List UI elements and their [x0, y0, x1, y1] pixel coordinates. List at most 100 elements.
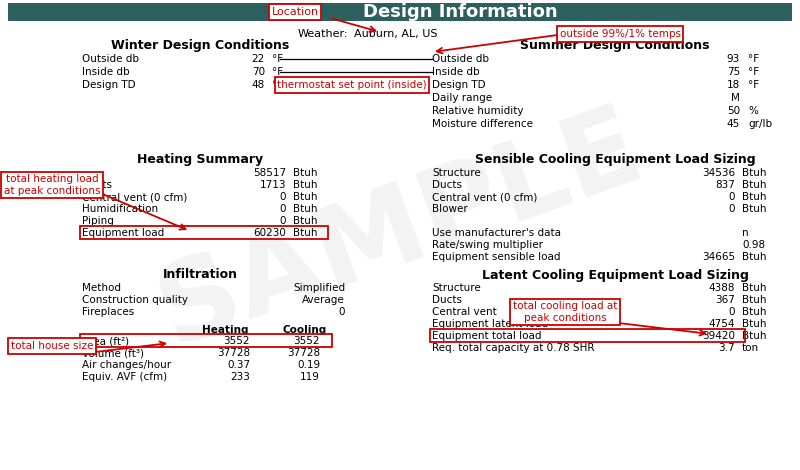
Text: Method: Method	[82, 283, 121, 293]
Text: 0.37: 0.37	[227, 360, 250, 370]
Text: Average: Average	[302, 295, 345, 305]
Text: %: %	[748, 106, 758, 116]
Bar	[8, 3, 792, 21]
Text: 837: 837	[715, 180, 735, 190]
Text: total heating load
at peak conditions: total heating load at peak conditions	[4, 174, 100, 196]
Text: Winter Design Conditions: Winter Design Conditions	[111, 39, 289, 52]
Text: Daily range: Daily range	[432, 93, 492, 103]
Text: °F: °F	[748, 54, 759, 64]
Text: 0: 0	[338, 307, 345, 317]
Bar	[80, 226, 328, 239]
Text: 1713: 1713	[259, 180, 286, 190]
Text: 93: 93	[726, 54, 740, 64]
Text: °F: °F	[272, 54, 283, 64]
Text: total cooling load at
peak conditions: total cooling load at peak conditions	[513, 301, 617, 323]
Text: 3.7: 3.7	[718, 343, 735, 353]
Text: Location: Location	[271, 7, 318, 17]
Text: 0.98: 0.98	[742, 240, 765, 250]
Text: 70: 70	[252, 67, 265, 77]
Text: Btuh: Btuh	[742, 180, 766, 190]
Text: Sensible Cooling Equipment Load Sizing: Sensible Cooling Equipment Load Sizing	[474, 154, 755, 166]
Text: Infiltration: Infiltration	[162, 268, 238, 282]
Text: Btuh: Btuh	[293, 204, 318, 214]
Text: Structure: Structure	[432, 283, 481, 293]
Text: Volume (ft³): Volume (ft³)	[82, 348, 144, 358]
Text: Rate/swing multiplier: Rate/swing multiplier	[432, 240, 543, 250]
Text: Ducts: Ducts	[432, 180, 462, 190]
Text: Btuh: Btuh	[293, 180, 318, 190]
Text: 75: 75	[726, 67, 740, 77]
Text: Btuh: Btuh	[742, 192, 766, 202]
Text: 0.19: 0.19	[297, 360, 320, 370]
Text: Design Information: Design Information	[362, 3, 558, 21]
Text: thermostat set point (inside): thermostat set point (inside)	[277, 80, 427, 90]
Text: Btuh: Btuh	[293, 192, 318, 202]
Text: Air changes/hour: Air changes/hour	[82, 360, 171, 370]
Text: 0: 0	[279, 192, 286, 202]
Text: Central vent: Central vent	[432, 307, 497, 317]
Text: 119: 119	[300, 372, 320, 382]
Text: Inside db: Inside db	[432, 67, 480, 77]
Text: 0: 0	[729, 307, 735, 317]
Text: Latent Cooling Equipment Load Sizing: Latent Cooling Equipment Load Sizing	[482, 268, 749, 282]
Text: °F: °F	[748, 67, 759, 77]
Text: Central vent (0 cfm): Central vent (0 cfm)	[82, 192, 187, 202]
Text: Ducts: Ducts	[432, 295, 462, 305]
Text: Heating: Heating	[202, 325, 248, 335]
Text: °F: °F	[748, 80, 759, 90]
Bar	[430, 329, 745, 342]
Text: 34536: 34536	[702, 168, 735, 178]
Text: Area (ft²): Area (ft²)	[82, 336, 129, 346]
Text: 3552: 3552	[223, 336, 250, 346]
Text: Construction quality: Construction quality	[82, 295, 188, 305]
Text: Design TD: Design TD	[82, 80, 136, 90]
Text: Weather:: Weather:	[298, 29, 348, 39]
Text: M: M	[731, 93, 740, 103]
Text: Btuh: Btuh	[742, 283, 766, 293]
Text: gr/lb: gr/lb	[748, 119, 772, 129]
Text: °F: °F	[272, 80, 283, 90]
Text: outside 99%/1% temps: outside 99%/1% temps	[559, 29, 681, 39]
Text: 0: 0	[279, 204, 286, 214]
Bar	[80, 334, 332, 347]
Text: Btuh: Btuh	[742, 319, 766, 329]
Text: ton: ton	[742, 343, 759, 353]
Text: Cooling: Cooling	[283, 325, 327, 335]
Text: Req. total capacity at 0.78 SHR: Req. total capacity at 0.78 SHR	[432, 343, 594, 353]
Text: 0: 0	[729, 192, 735, 202]
Text: 37728: 37728	[287, 348, 320, 358]
Text: total house size: total house size	[11, 341, 93, 351]
Text: 4754: 4754	[709, 319, 735, 329]
Text: Outside db: Outside db	[432, 54, 489, 64]
Text: 34665: 34665	[702, 252, 735, 262]
Text: Outside db: Outside db	[82, 54, 139, 64]
Text: Equipment load: Equipment load	[82, 228, 164, 238]
Text: Btuh: Btuh	[293, 216, 318, 226]
Text: Piping: Piping	[82, 216, 114, 226]
Text: Design TD: Design TD	[432, 80, 486, 90]
Text: 37728: 37728	[217, 348, 250, 358]
Text: Equipment sensible load: Equipment sensible load	[432, 252, 561, 262]
Text: 50: 50	[727, 106, 740, 116]
Text: 39420: 39420	[702, 331, 735, 341]
Text: Central vent (0 cfm): Central vent (0 cfm)	[432, 192, 538, 202]
Text: 58517: 58517	[253, 168, 286, 178]
Text: 18: 18	[726, 80, 740, 90]
Text: 367: 367	[715, 295, 735, 305]
Text: Humidification: Humidification	[82, 204, 158, 214]
Text: Equiv. AVF (cfm): Equiv. AVF (cfm)	[82, 372, 167, 382]
Text: 45: 45	[726, 119, 740, 129]
Text: Fireplaces: Fireplaces	[82, 307, 134, 317]
Text: 22: 22	[252, 54, 265, 64]
Text: Btuh: Btuh	[293, 228, 318, 238]
Text: 0: 0	[279, 216, 286, 226]
Text: 0: 0	[729, 204, 735, 214]
Text: 233: 233	[230, 372, 250, 382]
Text: Use manufacturer's data: Use manufacturer's data	[432, 228, 561, 238]
Text: Btuh: Btuh	[742, 307, 766, 317]
Text: 4388: 4388	[709, 283, 735, 293]
Text: Summer Design Conditions: Summer Design Conditions	[520, 39, 710, 52]
Text: Equipment latent load: Equipment latent load	[432, 319, 548, 329]
Text: Relative humidity: Relative humidity	[432, 106, 523, 116]
Text: Blower: Blower	[432, 204, 468, 214]
